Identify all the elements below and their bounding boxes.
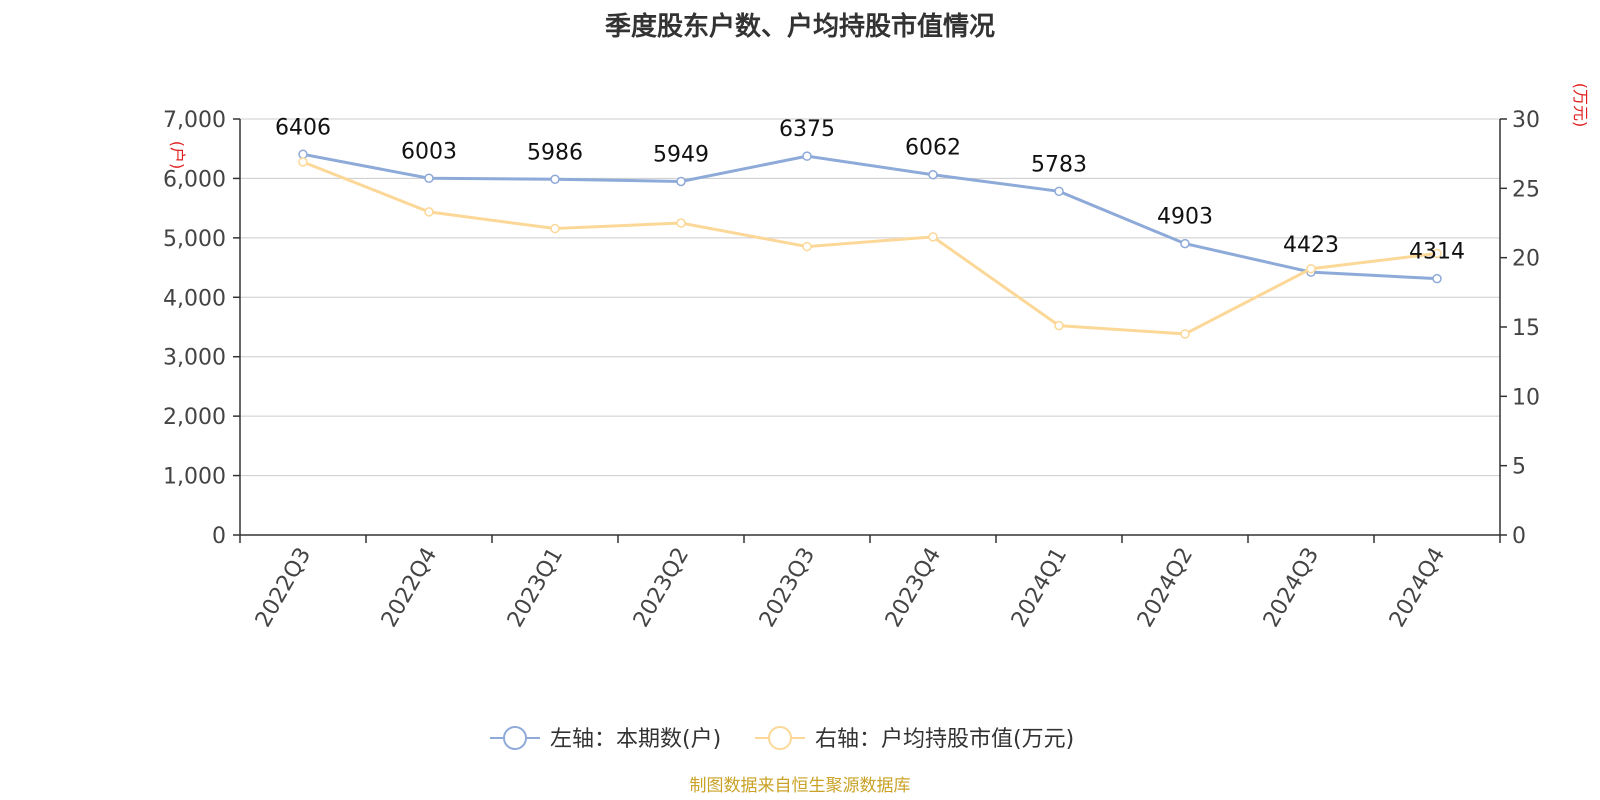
data-label: 4314 [1409,240,1465,265]
data-point-1 [928,169,938,180]
right-axis-unit: (万元) [1571,83,1590,128]
data-point-1 [424,173,434,184]
data-point-2 [550,223,560,234]
data-label: 6375 [779,117,835,142]
source-footer: 制图数据来自恒生聚源数据库 [689,776,911,796]
legend-marker-1 [503,726,527,750]
left-axis-unit: (户) [168,141,187,170]
data-label: 5949 [653,142,709,167]
x-tick-label: 2022Q4 [377,544,442,632]
right-tick-label: 15 [1512,316,1540,341]
x-tick-label: 2024Q4 [1385,544,1450,632]
data-point-1 [802,151,812,161]
data-label: 6062 [905,136,961,161]
data-point-1 [1432,273,1442,284]
data-label: 6003 [401,139,457,164]
data-point-2 [298,157,308,167]
legend-label-2: 右轴：户均持股市值(万元) [815,727,1074,752]
x-tick-label: 2022Q3 [251,544,316,632]
data-point-2 [424,207,434,217]
data-point-2 [1054,320,1064,331]
legend-marker-2 [768,726,792,750]
left-tick-label: 0 [212,524,226,549]
data-point-1 [298,149,308,160]
left-tick-label: 1,000 [163,465,226,490]
data-point-2 [802,241,812,252]
right-tick-label: 25 [1512,177,1540,202]
left-tick-label: 2,000 [163,405,226,430]
x-tick-label: 2024Q2 [1133,544,1198,632]
data-point-2 [928,232,938,242]
data-point-2 [676,218,686,228]
chart-title: 季度股东户数、户均持股市值情况 [604,12,995,42]
data-label: 4903 [1157,205,1213,230]
data-label: 4423 [1283,233,1339,258]
legend: 左轴：本期数(户) 右轴：户均持股市值(万元) [490,726,1074,752]
left-tick-label: 4,000 [163,286,226,311]
x-tick-label: 2023Q2 [629,544,694,632]
x-tick-label: 2023Q4 [881,544,946,632]
data-point-2 [1432,248,1442,259]
data-label: 5986 [527,140,583,165]
data-point-1 [1054,186,1064,197]
data-point-1 [1180,238,1190,249]
series [298,149,1442,339]
left-tick-label: 3,000 [163,346,226,371]
data-point-2 [1306,264,1316,274]
data-point-1 [550,174,560,185]
left-tick-label: 5,000 [163,227,226,252]
right-tick-label: 30 [1512,108,1540,133]
right-tick-label: 10 [1512,385,1540,410]
series-line-2 [302,160,1438,336]
data-point-2 [1180,329,1190,339]
x-tick-label: 2024Q1 [1007,544,1072,632]
series-line-1 [302,152,1438,281]
x-tick-label: 2023Q1 [503,544,568,632]
data-labels: 6406 6003 5986 5949 6375 6062 5783 4903 4423 4314 [275,115,1465,264]
right-tick-label: 20 [1512,247,1540,272]
data-label: 6406 [275,115,331,140]
grid-lines [240,118,1500,477]
left-tick-label: 6,000 [163,167,226,192]
data-point-1 [676,176,686,187]
legend-label-1: 左轴：本期数(户) [550,727,721,752]
x-tick-label: 2024Q3 [1259,544,1324,632]
right-tick-label: 0 [1512,524,1526,549]
x-tick-label: 2023Q3 [755,544,820,632]
left-tick-label: 7,000 [163,108,226,133]
data-label: 5783 [1031,152,1087,177]
right-tick-label: 5 [1512,455,1526,480]
